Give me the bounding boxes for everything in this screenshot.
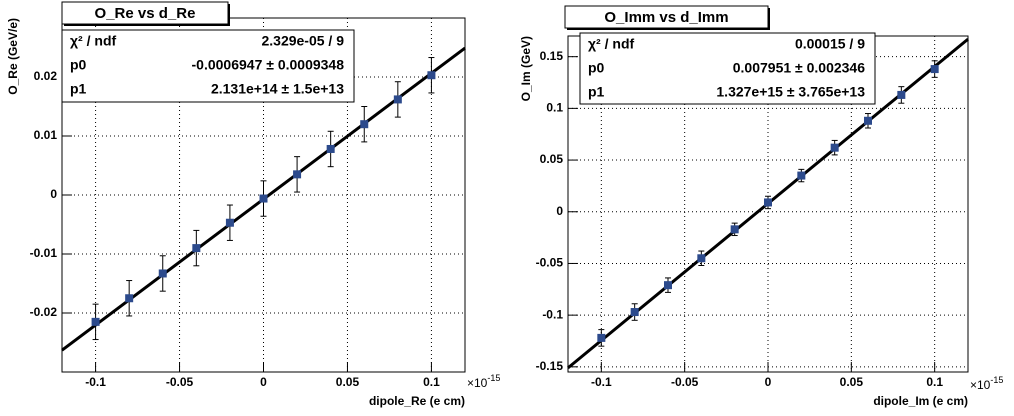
y-tick-label: 0 xyxy=(50,187,57,201)
x-axis-label: dipole_Im (e cm) xyxy=(873,394,968,408)
marker xyxy=(326,144,335,153)
stats-label: χ² / ndf xyxy=(70,33,116,49)
y-tick-label: -0.05 xyxy=(536,256,564,270)
x-tick-label: 0 xyxy=(765,375,772,389)
stats-value: 0.00015 / 9 xyxy=(795,36,865,52)
marker xyxy=(259,194,268,203)
y-tick-label: -0.1 xyxy=(542,307,563,321)
x-tick-label: 0.1 xyxy=(423,375,440,389)
y-tick-label: 0.15 xyxy=(540,49,564,63)
stats-box xyxy=(579,32,876,105)
x-scale-label: ×10-15 xyxy=(467,373,500,390)
x-scale-exponent: -15 xyxy=(990,375,1003,385)
stats-label: p1 xyxy=(70,81,87,97)
marker xyxy=(830,143,839,152)
marker xyxy=(427,71,436,80)
stats-value: 2.329e-05 / 9 xyxy=(261,33,344,49)
stats-label: p1 xyxy=(588,84,605,100)
y-tick-label: 0.05 xyxy=(540,152,564,166)
marker xyxy=(91,317,100,326)
marker xyxy=(630,308,639,317)
marker xyxy=(764,198,772,207)
stats-label: p0 xyxy=(70,57,87,73)
marker xyxy=(225,218,234,227)
marker xyxy=(697,254,706,263)
marker xyxy=(393,95,402,104)
stats-value: 1.327e+15 ± 3.765e+13 xyxy=(716,84,865,100)
marker xyxy=(125,294,134,303)
x-tick-label: -0.1 xyxy=(591,375,612,389)
y-tick-label: -0.15 xyxy=(536,359,564,373)
y-tick-label: 0 xyxy=(556,204,563,218)
x-tick-label: -0.1 xyxy=(85,375,106,389)
y-tick-label: -0.01 xyxy=(30,246,58,260)
marker xyxy=(930,65,939,74)
x-tick-label: 0.05 xyxy=(336,375,360,389)
x-tick-label: -0.05 xyxy=(671,375,699,389)
stats-value: 0.007951 ± 0.002346 xyxy=(733,60,865,76)
y-tick-label: 0.01 xyxy=(34,128,58,142)
y-axis-label: O_Im (GeV) xyxy=(519,36,533,101)
stats-box xyxy=(61,29,355,103)
marker xyxy=(897,90,906,99)
marker xyxy=(293,170,302,179)
stats-label: χ² / ndf xyxy=(588,36,634,52)
y-axis-label: O_Re (GeV/e) xyxy=(6,18,20,95)
x-tick-label: 0 xyxy=(260,375,267,389)
marker xyxy=(360,120,369,129)
stats-value: 2.131e+14 ± 1.5e+13 xyxy=(211,81,344,97)
marker xyxy=(597,333,606,342)
y-tick-label: 0.02 xyxy=(34,69,58,83)
marker xyxy=(730,225,739,234)
marker xyxy=(158,269,167,278)
title-box xyxy=(61,1,229,25)
chart-title: O_Imm vs d_Imm xyxy=(604,9,728,26)
marker xyxy=(797,171,806,180)
chart-title: O_Re vs d_Re xyxy=(95,5,196,22)
title-box xyxy=(564,5,769,29)
x-scale-label: ×10-15 xyxy=(970,375,1003,392)
x-scale-base: ×10 xyxy=(970,378,991,392)
stats-value: -0.0006947 ± 0.0009348 xyxy=(192,57,345,73)
y-tick-label: -0.02 xyxy=(30,305,58,319)
stats-label: p0 xyxy=(588,60,605,76)
x-tick-label: 0.1 xyxy=(926,375,943,389)
y-tick-label: 0.1 xyxy=(546,101,563,115)
x-scale-base: ×10 xyxy=(467,376,488,390)
marker xyxy=(192,244,201,253)
marker xyxy=(664,281,672,290)
x-axis-label: dipole_Re (e cm) xyxy=(369,394,465,408)
x-tick-label: -0.05 xyxy=(166,375,194,389)
marker xyxy=(864,116,872,125)
x-tick-label: 0.05 xyxy=(840,375,864,389)
x-scale-exponent: -15 xyxy=(487,373,500,383)
